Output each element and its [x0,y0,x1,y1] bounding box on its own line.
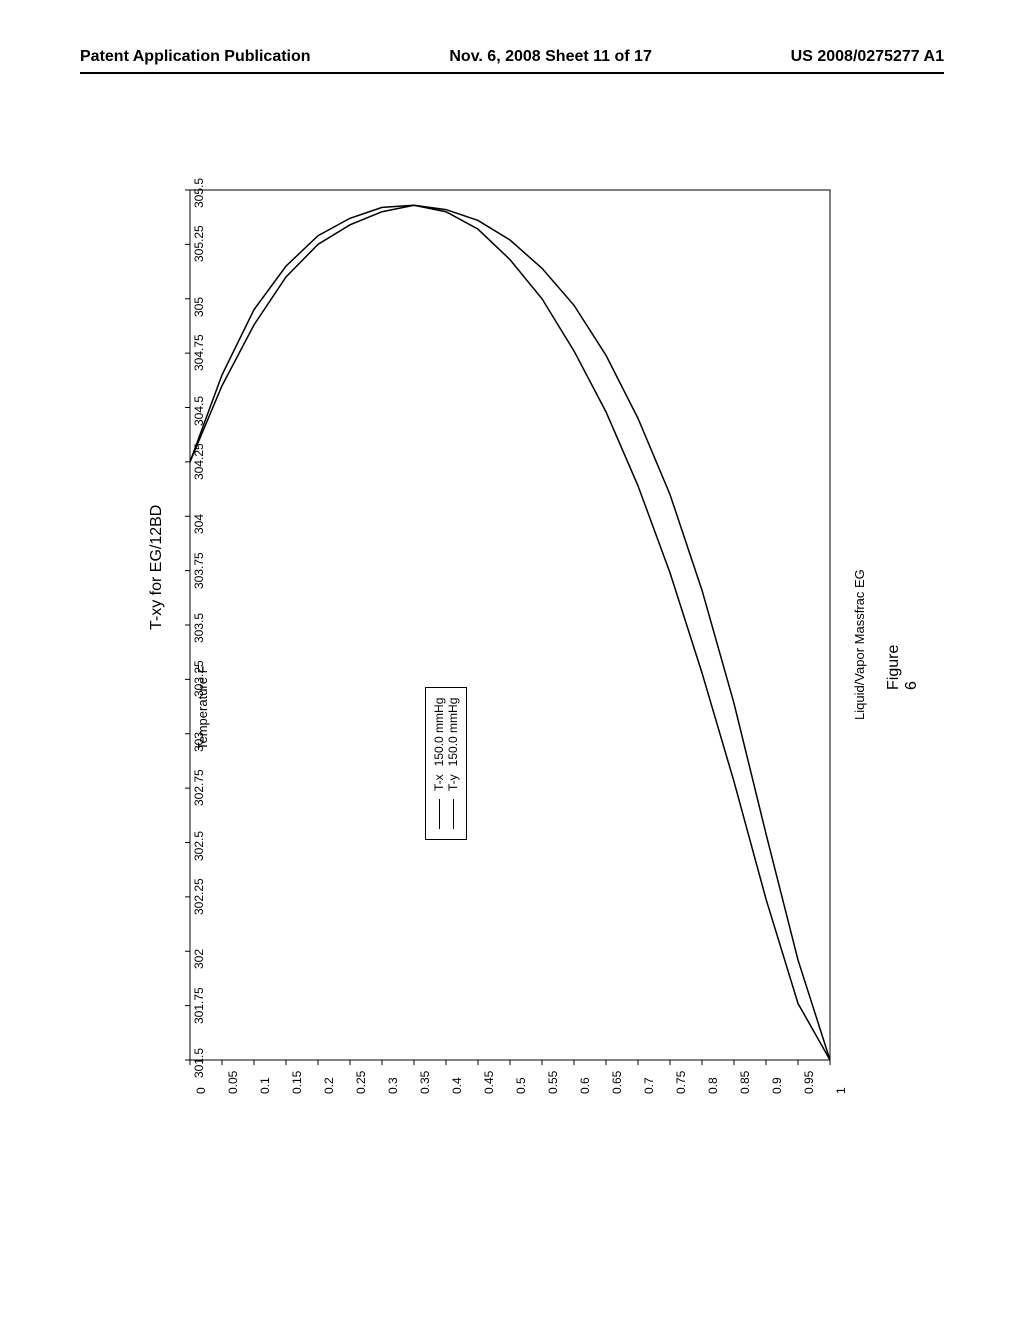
x-tick-label: 0.75 [674,1071,688,1094]
x-tick-label: 0.35 [418,1071,432,1094]
legend-line-icon [439,799,440,829]
figure-caption: Figure 6 [885,645,921,690]
x-tick-label: 0.9 [770,1077,784,1094]
chart-legend: T-x 150.0 mmHg T-y 150.0 mmHg [425,687,467,840]
header-middle: Nov. 6, 2008 Sheet 11 of 17 [449,48,651,66]
page-header: Patent Application Publication Nov. 6, 2… [80,48,944,66]
x-tick-label: 0 [194,1087,208,1094]
legend-label-tx: T-x [432,774,446,791]
x-tick-label: 0.55 [546,1071,560,1094]
y-tick-label: 304 [192,514,206,534]
x-tick-label: 0.85 [738,1071,752,1094]
x-tick-label: 0.25 [354,1071,368,1094]
x-tick-label: 0.7 [642,1077,656,1094]
y-tick-label: 302.25 [192,878,206,915]
x-tick-label: 0.15 [290,1071,304,1094]
legend-cond-tx: 150.0 mmHg [432,698,446,767]
x-tick-label: 0.8 [706,1077,720,1094]
x-tick-label: 0.4 [450,1077,464,1094]
x-tick-label: 0.3 [386,1077,400,1094]
x-tick-label: 1 [834,1087,848,1094]
y-tick-label: 304.75 [192,334,206,371]
legend-label-ty: T-y [446,774,460,791]
x-tick-label: 0.5 [514,1077,528,1094]
x-tick-label: 0.6 [578,1077,592,1094]
header-left: Patent Application Publication [80,48,311,66]
header-rule [80,72,944,74]
x-tick-label: 0.05 [226,1071,240,1094]
x-axis-label: Liquid/Vapor Massfrac EG [852,569,867,720]
y-tick-label: 302.5 [192,830,206,860]
y-tick-label: 303.25 [192,661,206,698]
y-tick-label: 305.25 [192,226,206,263]
y-tick-label: 305.5 [192,178,206,208]
x-tick-label: 0.1 [258,1077,272,1094]
header-right: US 2008/0275277 A1 [791,48,944,66]
legend-line-icon [453,799,454,829]
x-tick-label: 0.65 [610,1071,624,1094]
x-tick-label: 0.45 [482,1071,496,1094]
x-tick-label: 0.95 [802,1071,816,1094]
y-tick-label: 303 [192,732,206,752]
x-tick-label: 0.2 [322,1077,336,1094]
y-tick-label: 301.75 [192,987,206,1024]
y-tick-label: 304.25 [192,443,206,480]
chart-svg [130,160,890,1120]
chart-title: T-xy for EG/12BD [148,505,166,630]
y-tick-label: 301.5 [192,1048,206,1078]
y-tick-label: 305 [192,297,206,317]
y-tick-label: 302.75 [192,769,206,806]
legend-entry-ty: T-y 150.0 mmHg [446,698,460,829]
y-tick-label: 303.5 [192,613,206,643]
legend-cond-ty: 150.0 mmHg [446,698,460,767]
y-tick-label: 303.75 [192,552,206,589]
chart-container: T-xy for EG/12BD Temperature F Liquid/Va… [130,160,890,1120]
y-tick-label: 304.5 [192,395,206,425]
legend-entry-tx: T-x 150.0 mmHg [432,698,446,829]
y-tick-label: 302 [192,949,206,969]
